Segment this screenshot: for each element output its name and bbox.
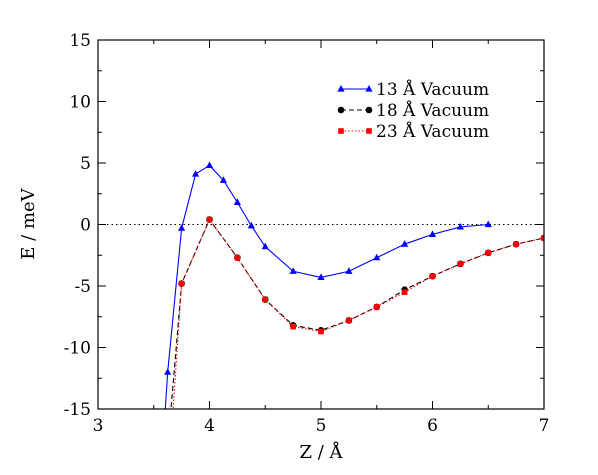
- y-tick-label: -10: [64, 339, 91, 359]
- data-point: [247, 221, 255, 229]
- data-point: [318, 328, 324, 335]
- data-point: [262, 296, 269, 303]
- series-1: [164, 161, 492, 409]
- x-tick-label: 5: [316, 416, 327, 436]
- axes: 3 4 5 6 7 -15 -10 -5 0 5 10 15: [64, 31, 550, 436]
- data-point: [233, 198, 241, 205]
- data-point: [484, 220, 492, 228]
- y-axis-label: E / meV: [18, 187, 39, 259]
- data-point: [219, 176, 228, 183]
- series-line: [164, 164, 489, 409]
- data-point: [429, 273, 436, 279]
- x-tick-label: 7: [539, 416, 550, 436]
- data-point: [289, 267, 297, 274]
- y-tick-label: 10: [69, 93, 91, 113]
- data-point: [401, 240, 409, 247]
- legend-label: 13 Å Vacuum: [376, 79, 489, 100]
- data-point: [205, 161, 214, 169]
- x-tick-label: 6: [427, 416, 438, 436]
- data-point: [178, 280, 185, 287]
- legend-marker: [337, 85, 345, 92]
- series-layer: [164, 161, 544, 409]
- legend-marker: [337, 106, 345, 114]
- data-point: [457, 261, 464, 267]
- data-point: [428, 230, 437, 237]
- plot-frame: [97, 39, 545, 410]
- data-point: [401, 289, 408, 295]
- data-point: [234, 254, 241, 261]
- series-3: [172, 216, 544, 409]
- data-point: [206, 216, 213, 223]
- data-point: [513, 241, 519, 247]
- data-point: [541, 235, 544, 241]
- y-tick-label: -15: [64, 400, 91, 420]
- data-point: [345, 267, 353, 274]
- series-line: [172, 218, 544, 409]
- y-tick-label: 0: [80, 216, 91, 236]
- legend-marker: [365, 85, 373, 92]
- legend-marker: [338, 128, 344, 134]
- x-axis-label: Z / Å: [299, 441, 343, 463]
- legend-marker: [365, 106, 373, 114]
- data-point: [164, 368, 172, 375]
- data-point: [456, 222, 464, 230]
- y-tick-label: -5: [74, 277, 91, 297]
- data-point: [317, 273, 325, 280]
- y-tick-label: 15: [69, 31, 91, 51]
- data-point: [373, 304, 380, 310]
- legend-label: 18 Å Vacuum: [376, 100, 489, 121]
- x-tick-label: 4: [204, 416, 215, 436]
- data-point: [261, 242, 269, 250]
- data-point: [191, 170, 200, 177]
- series-line: [170, 218, 544, 409]
- legend-marker: [366, 128, 372, 134]
- x-tick-label: 3: [93, 416, 104, 436]
- data-point: [290, 323, 296, 330]
- y-tick-label: 5: [80, 154, 91, 174]
- data-point: [485, 249, 492, 256]
- data-point: [373, 253, 381, 261]
- data-point: [178, 224, 186, 231]
- legend-label: 23 Å Vacuum: [376, 121, 489, 142]
- data-point: [346, 317, 352, 324]
